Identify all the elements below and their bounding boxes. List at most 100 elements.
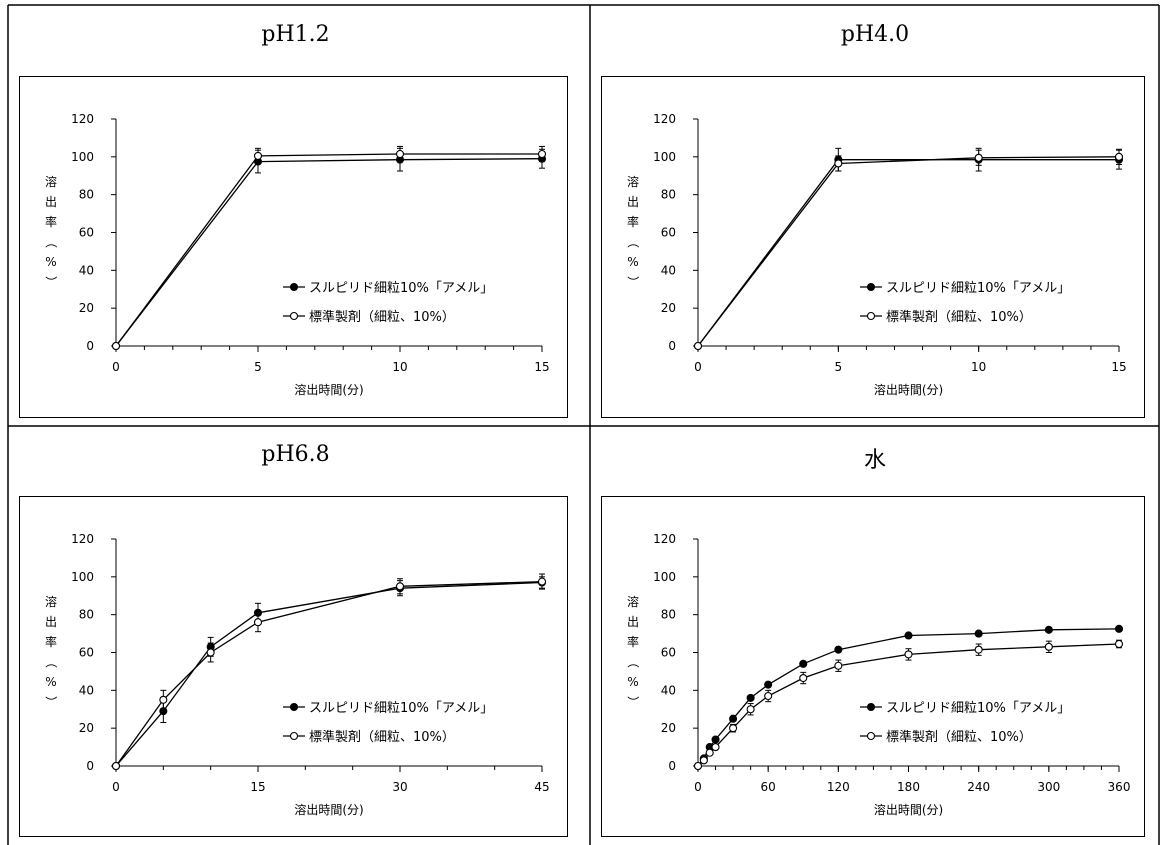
y-axis-label-char: 出 — [627, 195, 639, 209]
y-axis-label-char: （ — [44, 236, 58, 248]
y-tick-label: 40 — [79, 683, 94, 697]
legend-label: 標準製剤（細粒、10%） — [886, 729, 1032, 745]
y-tick-label: 20 — [661, 301, 676, 315]
data-point-filled — [711, 735, 720, 744]
y-axis-label-char: 出 — [45, 615, 57, 629]
x-tick-label: 240 — [967, 780, 990, 794]
data-point-open — [699, 756, 708, 765]
data-point-filled — [1044, 625, 1053, 634]
panel-ph40: pH4.0 0 20 40 60 80 100 120 0 5 10 15 溶出時間(分) 溶出率 （% ）… — [590, 6, 1160, 426]
y-axis-label-char: （ — [44, 656, 58, 668]
chart-svg: 0 20 40 60 80 100 120 0 60 120 180 240 300 360 溶出時間(分)… — [626, 532, 1131, 817]
y-axis-label-char: 溶 — [45, 594, 57, 609]
data-point-open — [111, 341, 121, 351]
panel-title: 水 — [863, 448, 886, 473]
chart-svg: 0 20 40 60 80 100 120 0 15 30 45 溶出時間(分) 溶出率 （% ） スルピリド… — [44, 532, 550, 817]
x-tick-label: 15 — [250, 780, 265, 794]
y-tick-label: 0 — [668, 759, 676, 773]
series-line — [115, 158, 543, 347]
data-point-open — [834, 159, 843, 168]
y-axis-label-char: 溶 — [45, 174, 57, 189]
x-tick-label: 10 — [971, 360, 986, 374]
y-tick-label: 80 — [661, 608, 676, 622]
y-tick-label: 20 — [79, 301, 94, 315]
y-tick-label: 120 — [71, 112, 94, 126]
y-tick-label: 40 — [661, 263, 676, 277]
x-tick-label: 120 — [827, 780, 850, 794]
data-point-open — [111, 761, 121, 771]
y-axis-label-char: 溶 — [627, 174, 639, 189]
y-tick-label: 120 — [653, 532, 676, 546]
panel-title: pH6.8 — [261, 442, 330, 467]
x-tick-label: 15 — [534, 360, 549, 374]
data-point-open — [746, 705, 755, 714]
legend-marker — [289, 311, 299, 321]
data-point-open — [974, 645, 983, 654]
y-axis-label-char: 率 — [627, 214, 639, 229]
data-point-filled — [799, 659, 808, 668]
y-tick-label: 0 — [86, 339, 94, 353]
data-point-open — [537, 149, 547, 159]
data-point-open — [253, 151, 263, 160]
x-tick-label: 360 — [1108, 780, 1131, 794]
y-tick-label: 100 — [71, 150, 94, 164]
y-tick-label: 20 — [661, 721, 676, 735]
x-tick-label: 180 — [897, 780, 920, 794]
y-axis-label-char: ） — [44, 696, 58, 708]
data-point-filled — [1114, 624, 1124, 633]
data-point-open — [834, 661, 843, 670]
x-tick-label: 300 — [1037, 780, 1060, 794]
y-tick-label: 120 — [71, 532, 94, 546]
data-point-open — [395, 149, 405, 159]
y-tick-label: 60 — [79, 226, 94, 240]
x-tick-label: 0 — [694, 360, 702, 374]
plot-frame — [19, 76, 568, 418]
series-line — [115, 153, 542, 347]
panel-title: pH1.2 — [261, 22, 330, 47]
y-axis-label-char: （ — [626, 236, 640, 248]
x-tick-label: 0 — [694, 780, 702, 794]
data-point-open — [1044, 642, 1053, 651]
data-point-open — [711, 743, 720, 752]
x-tick-label: 5 — [254, 360, 262, 374]
panel-title: pH4.0 — [840, 22, 910, 47]
y-axis-label-char: % — [45, 255, 56, 269]
legend-marker — [866, 731, 876, 741]
series-line — [697, 159, 1119, 347]
legend-marker — [866, 702, 876, 712]
x-tick-label: 60 — [761, 780, 776, 794]
y-tick-label: 100 — [71, 570, 94, 584]
x-tick-label: 0 — [112, 360, 120, 374]
data-point-open — [904, 650, 913, 659]
data-point-filled — [834, 645, 843, 654]
data-point-open — [693, 341, 703, 351]
chart-svg: 0 20 40 60 80 100 120 0 5 10 15 溶出時間(分) 溶出率 （% ） スルピリド細… — [44, 112, 550, 397]
legend-label: 標準製剤（細粒、10%） — [309, 729, 455, 745]
data-point-open — [395, 582, 405, 591]
data-point-open — [974, 153, 983, 162]
y-axis-label-char: 出 — [45, 195, 57, 209]
y-tick-label: 100 — [653, 570, 676, 584]
y-axis-label-char: 率 — [45, 214, 57, 229]
plot-frame — [601, 76, 1145, 418]
data-point-open — [729, 724, 738, 733]
y-axis-label-char: ） — [626, 696, 640, 708]
x-axis-label: 溶出時間(分) — [874, 382, 943, 397]
data-point-filled — [974, 629, 983, 638]
data-point-open — [159, 695, 168, 704]
x-tick-label: 15 — [1111, 360, 1126, 374]
data-point-open — [537, 577, 547, 586]
y-tick-label: 20 — [79, 721, 94, 735]
plot-frame — [601, 496, 1145, 837]
data-point-filled — [729, 714, 738, 723]
x-tick-label: 30 — [392, 780, 407, 794]
data-point-open — [799, 673, 808, 683]
chart-svg: 0 20 40 60 80 100 120 0 5 10 15 溶出時間(分) 溶出率 （% ） スルピリド細… — [626, 112, 1127, 397]
legend-label: スルピリド細粒10%「アメル」 — [309, 281, 493, 296]
series-line — [697, 156, 1120, 347]
data-point-filled — [904, 631, 913, 640]
legend-label: スルピリド細粒10%「アメル」 — [886, 701, 1070, 716]
data-point-open — [206, 648, 215, 657]
x-tick-label: 5 — [835, 360, 843, 374]
